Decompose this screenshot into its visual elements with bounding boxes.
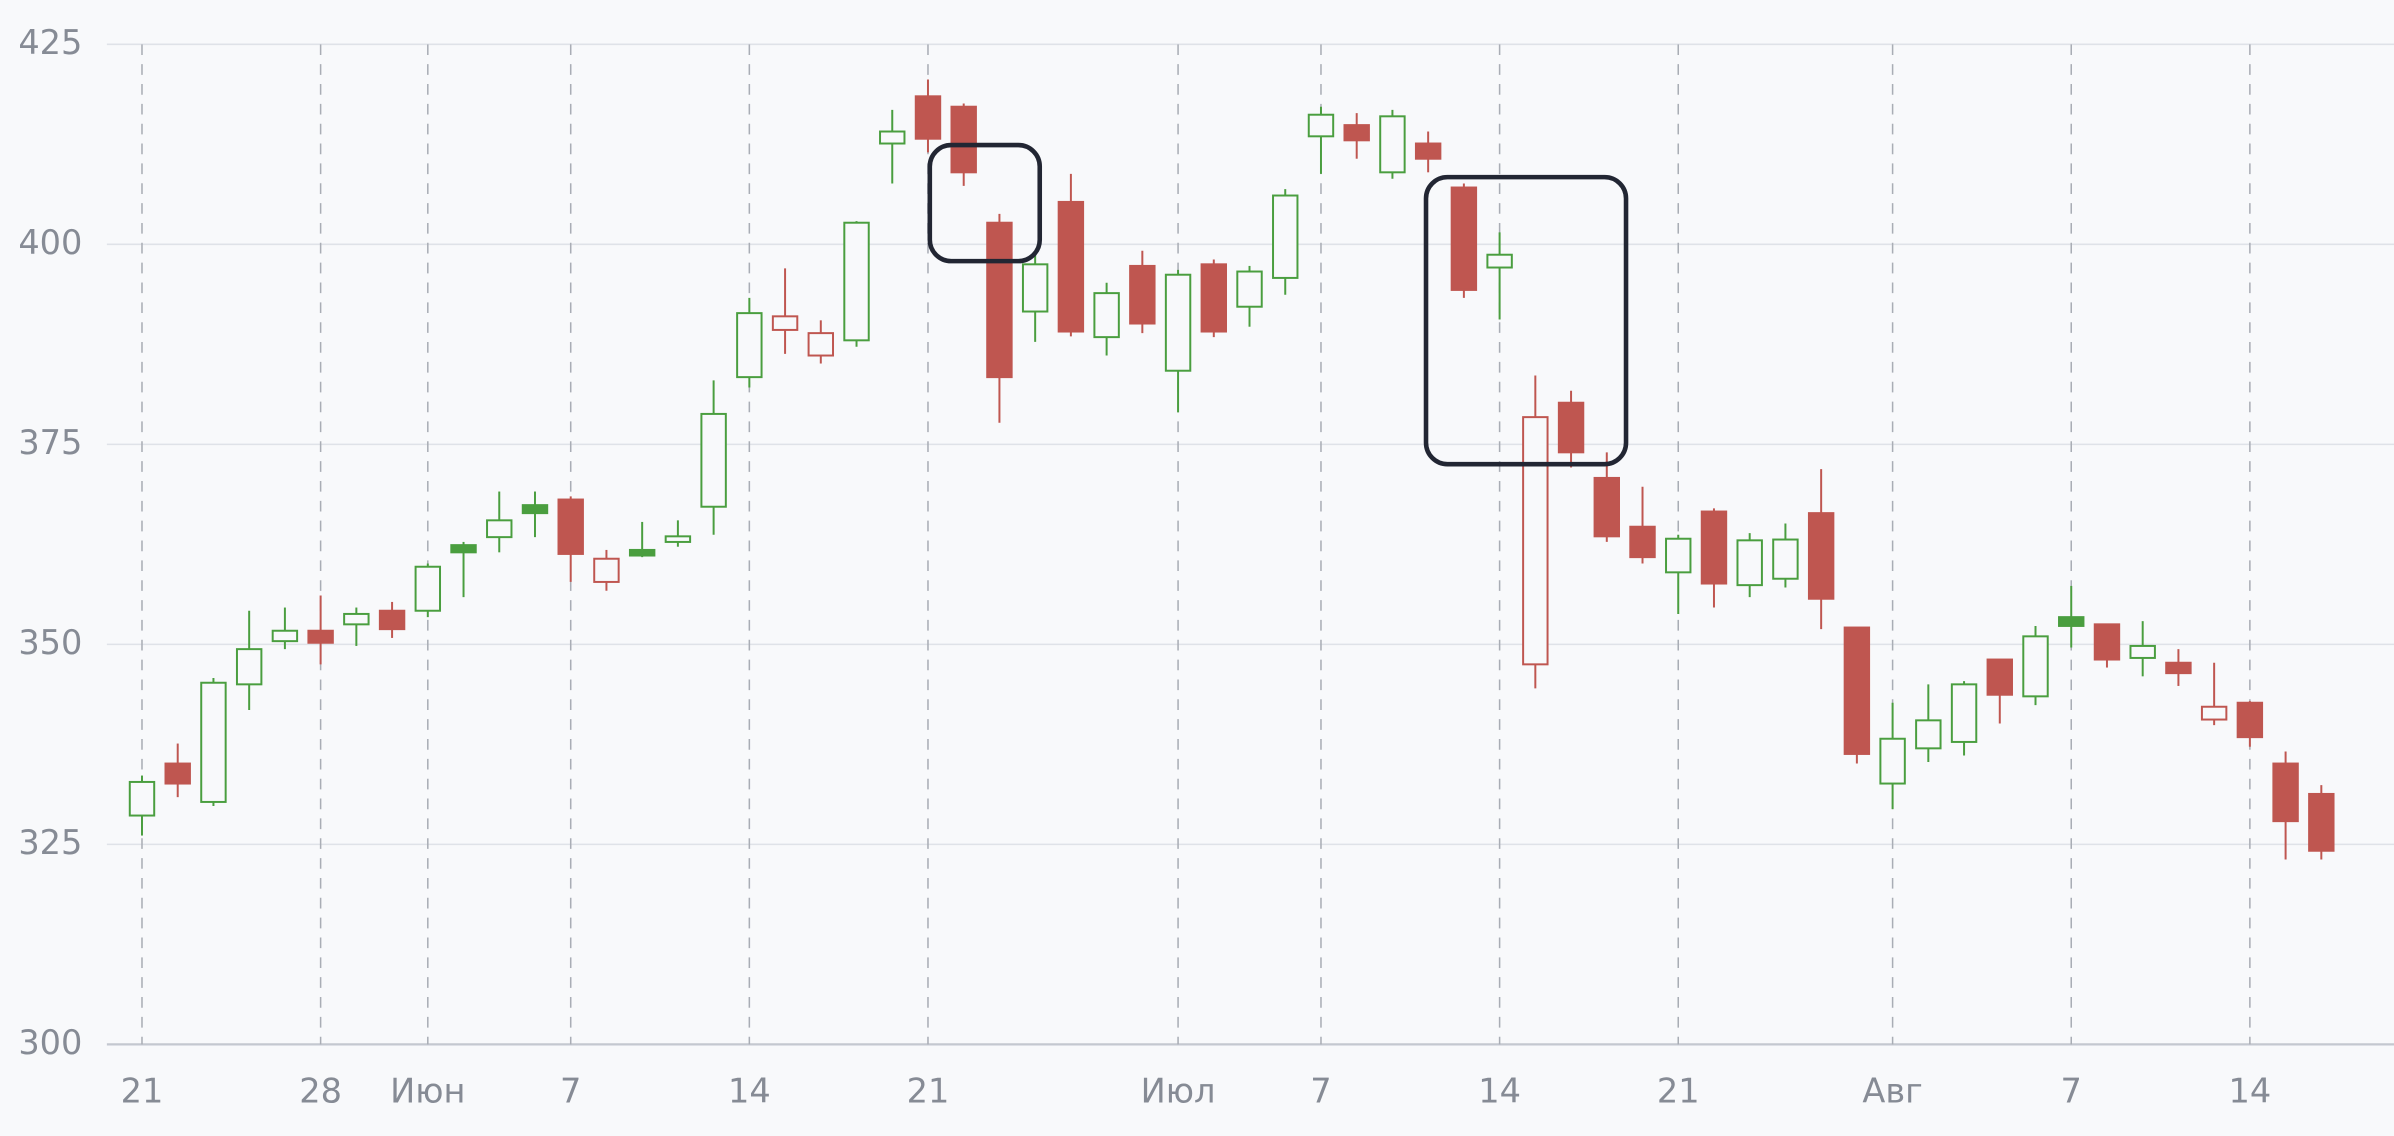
- candle-body: [593, 557, 620, 583]
- x-tick-label: 14: [728, 1072, 771, 1111]
- x-tick-label: 28: [299, 1072, 342, 1111]
- highlight-box: [1423, 174, 1629, 467]
- candle-body: [1593, 476, 1620, 538]
- y-tick-label: 325: [18, 823, 82, 862]
- candle-body: [1164, 273, 1192, 372]
- candle-body: [1986, 658, 2013, 696]
- candle-body: [1879, 737, 1906, 785]
- y-tick-label: 425: [18, 23, 82, 62]
- candle-body: [378, 609, 406, 631]
- grid: 300 325 350 375 400 425 21 28 Июн 7 14 21 Июл 7 14 21 Ав…: [18, 23, 2394, 1111]
- x-tick-label: 7: [560, 1072, 581, 1111]
- x-tick-label: Июн: [390, 1072, 465, 1111]
- candle-body: [1486, 253, 1513, 269]
- candle-body: [557, 498, 584, 555]
- candle-body: [450, 544, 477, 554]
- candle-body: [2165, 661, 2192, 675]
- candle-body: [1843, 626, 1871, 755]
- candle-body: [1236, 270, 1263, 308]
- candle-body: [1021, 263, 1049, 313]
- candle-body: [235, 648, 263, 686]
- candle-body: [1379, 115, 1406, 174]
- candle-body: [343, 612, 370, 626]
- candle-body: [1129, 264, 1156, 325]
- x-tick-label: 7: [2061, 1072, 2082, 1111]
- candle-body: [164, 762, 191, 785]
- x-tick-label: 7: [1310, 1072, 1331, 1111]
- candle-body: [879, 130, 906, 145]
- candle-body: [914, 95, 942, 140]
- candle-body: [128, 780, 156, 817]
- candle-body: [628, 548, 656, 557]
- candle-body: [2236, 701, 2264, 739]
- candle-body: [2022, 635, 2049, 698]
- highlight-box: [927, 142, 1043, 264]
- x-tick-label: Авг: [1862, 1072, 1922, 1111]
- candle-body: [664, 535, 692, 543]
- candle-body: [1414, 142, 1442, 160]
- candle-body: [1915, 719, 1942, 750]
- candle-body: [414, 565, 442, 612]
- candle-body: [2308, 792, 2335, 852]
- candle-body: [271, 629, 299, 643]
- candle-body: [843, 221, 870, 342]
- candle-body: [986, 221, 1013, 379]
- candle-body: [2272, 762, 2299, 823]
- y-tick-label: 350: [18, 623, 82, 662]
- candle-body: [2200, 705, 2228, 721]
- y-tick-label: 300: [18, 1023, 82, 1062]
- candle-body: [307, 629, 334, 644]
- candle-body: [200, 681, 227, 803]
- candle-body: [1522, 416, 1549, 666]
- candle-body: [2093, 623, 2121, 661]
- candle-body: [1093, 292, 1120, 339]
- candle-body: [1629, 525, 1656, 559]
- candle-body: [700, 412, 727, 508]
- x-tick-label: 14: [2229, 1072, 2272, 1111]
- candle-body: [1272, 194, 1299, 279]
- candle-body: [1200, 263, 1228, 333]
- candle-body: [521, 504, 549, 515]
- x-tick-label: Июл: [1141, 1072, 1216, 1111]
- candles: [128, 79, 2335, 860]
- candle-body: [2058, 616, 2085, 627]
- candle-body: [1950, 683, 1978, 743]
- candle-body: [1343, 124, 1370, 142]
- candle-body: [1557, 401, 1585, 454]
- candle-body: [1450, 186, 1478, 291]
- candle-body: [1736, 539, 1763, 587]
- candle-body: [1807, 512, 1835, 600]
- y-tick-label: 375: [18, 423, 82, 462]
- candle-body: [950, 105, 977, 174]
- candle-body: [736, 312, 763, 379]
- candle-body: [1057, 200, 1085, 333]
- candle-body: [1700, 510, 1728, 585]
- candle-body: [486, 519, 513, 539]
- candle-body: [807, 332, 835, 357]
- y-tick-label: 400: [18, 223, 82, 262]
- candle-body: [771, 315, 799, 331]
- candle-body: [1772, 538, 1799, 580]
- x-tick-label: 14: [1478, 1072, 1521, 1111]
- x-tick-label: 21: [907, 1072, 950, 1111]
- candle-body: [1665, 537, 1692, 574]
- candle-body: [2129, 644, 2156, 659]
- x-tick-label: 21: [121, 1072, 164, 1111]
- candle-body: [1307, 113, 1335, 138]
- x-tick-label: 21: [1657, 1072, 1700, 1111]
